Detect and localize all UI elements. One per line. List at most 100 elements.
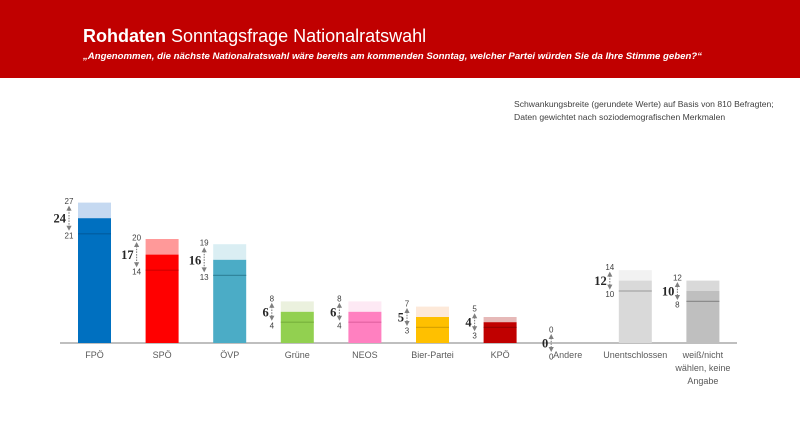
- upper-bound-label: 0: [549, 326, 554, 335]
- category-label: wählen, keine: [674, 363, 730, 373]
- value-label: 12: [594, 274, 607, 288]
- upper-range-segment: [348, 301, 382, 312]
- lower-bound-label: 0: [549, 353, 554, 362]
- upper-range-segment: [280, 301, 314, 312]
- lower-bound-label: 4: [270, 321, 275, 330]
- bar: [78, 218, 111, 343]
- arrow-up-icon: [607, 271, 613, 277]
- range-arrow-icon: [201, 247, 207, 273]
- note-line: Schwankungsbreite (gerundete Werte) auf …: [514, 99, 774, 109]
- value-label: 6: [263, 305, 269, 319]
- upper-bound-label: 12: [673, 274, 682, 283]
- category-label: NEOS: [352, 350, 378, 360]
- upper-range-segment: [213, 244, 247, 260]
- upper-bound-label: 7: [405, 300, 410, 309]
- upper-bound-label: 8: [337, 294, 342, 303]
- lower-bound-label: 3: [405, 327, 410, 336]
- upper-range-segment: [618, 270, 652, 281]
- arrow-down-icon: [201, 267, 207, 273]
- value-label: 5: [398, 311, 404, 325]
- arrow-up-icon: [674, 282, 680, 287]
- bar: [618, 280, 652, 343]
- range-arrow-icon: [66, 205, 72, 231]
- upper-range-segment: [416, 306, 449, 317]
- upper-bound-label: 27: [65, 197, 74, 206]
- bar-group-gruene: 68 4 Grüne: [263, 294, 314, 360]
- bar: [145, 254, 179, 343]
- range-arrow-icon: [674, 282, 680, 300]
- category-label: KPÖ: [491, 350, 510, 360]
- arrow-down-icon: [674, 295, 680, 300]
- arrow-up-icon: [134, 242, 140, 247]
- arrow-down-icon: [472, 326, 478, 332]
- bar: [280, 311, 314, 343]
- category-label: SPÖ: [153, 350, 172, 360]
- range-arrow-icon: [134, 242, 140, 268]
- bar-group-weiss-nicht-waehlen-keine-angabe: 10 12 8 weiß/nicht wählen, keine Angabe: [662, 274, 731, 387]
- arrow-down-icon: [607, 284, 613, 290]
- arrow-down-icon: [336, 315, 342, 321]
- value-label: 4: [465, 316, 472, 330]
- range-arrow-icon: [548, 334, 554, 352]
- lower-bound-label: 21: [65, 231, 74, 240]
- category-label: Andere: [553, 350, 582, 360]
- arrow-up-icon: [201, 247, 207, 253]
- arrow-down-icon: [269, 315, 275, 321]
- title-bold: Rohdaten: [83, 26, 166, 46]
- upper-bound-label: 5: [472, 305, 477, 314]
- category-label: FPÖ: [85, 350, 104, 360]
- range-arrow-icon: [472, 313, 478, 332]
- upper-range-segment: [78, 202, 111, 219]
- lower-bound-label: 10: [605, 290, 614, 299]
- upper-bound-label: 20: [132, 234, 141, 243]
- category-label: Unentschlossen: [603, 350, 667, 360]
- bar-group-neos: 68 4 NEOS: [330, 294, 382, 360]
- page-title: Rohdaten Sonntagsfrage Nationalratswahl: [83, 26, 426, 46]
- bar-group-andere: 000 Andere: [542, 326, 582, 362]
- lower-bound-label: 4: [337, 321, 342, 330]
- arrow-down-icon: [134, 262, 140, 268]
- arrow-down-icon: [66, 225, 72, 231]
- upper-bound-label: 14: [605, 263, 614, 272]
- bar-group-spoe: 17 20 14 SPÖ: [121, 234, 179, 360]
- arrow-up-icon: [404, 308, 410, 313]
- header-banner: Rohdaten Sonntagsfrage Nationalratswahl …: [0, 0, 800, 78]
- upper-bound-label: 8: [270, 294, 275, 303]
- upper-range-segment: [686, 280, 720, 291]
- arrow-up-icon: [472, 313, 478, 319]
- bar-group-kpoe: 45 3 KPÖ: [465, 305, 517, 360]
- value-label: 16: [189, 253, 202, 267]
- arrow-up-icon: [336, 302, 342, 308]
- range-arrow-icon: [336, 302, 342, 321]
- page-subtitle: „Angenommen, die nächste Nationalratswah…: [83, 51, 702, 62]
- bar: [348, 311, 382, 343]
- category-label: Grüne: [285, 350, 310, 360]
- methodology-note: Schwankungsbreite (gerundete Werte) auf …: [514, 98, 774, 124]
- arrow-down-icon: [404, 321, 410, 326]
- arrow-up-icon: [548, 334, 554, 339]
- bar-group-fpoe: 24 27 21 FPÖ: [54, 197, 111, 360]
- lower-bound-label: 14: [132, 268, 141, 277]
- range-arrow-icon: [607, 271, 613, 290]
- bar: [483, 322, 517, 343]
- lower-bound-label: 8: [675, 301, 680, 310]
- value-label: 17: [121, 248, 134, 262]
- lower-bound-label: 3: [472, 332, 477, 341]
- bar: [686, 291, 720, 343]
- category-label: Bier-Partei: [411, 350, 454, 360]
- upper-range-segment: [483, 317, 517, 323]
- bar: [213, 259, 247, 343]
- note-line: Daten gewichtet nach soziodemografischen…: [514, 112, 726, 122]
- category-label: Angabe: [687, 376, 718, 386]
- upper-bound-label: 19: [200, 239, 209, 248]
- bar-group-bier-partei: 57 3 Bier-Partei: [398, 300, 454, 361]
- bar-group-oevp: 16 19 13 ÖVP: [189, 239, 247, 360]
- arrow-up-icon: [269, 302, 275, 308]
- title-rest: Sonntagsfrage Nationalratswahl: [171, 26, 427, 46]
- value-label: 10: [662, 285, 675, 299]
- category-label: weiß/nicht: [682, 350, 724, 360]
- value-label: 24: [54, 212, 67, 226]
- upper-range-segment: [145, 239, 179, 255]
- range-arrow-icon: [269, 302, 275, 321]
